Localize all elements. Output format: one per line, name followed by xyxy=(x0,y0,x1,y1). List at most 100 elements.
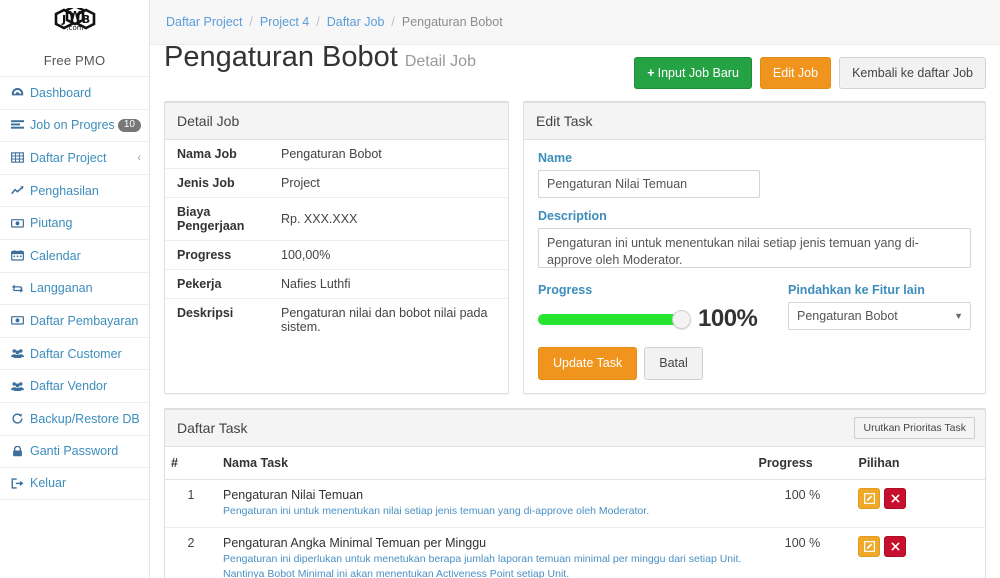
page-title-subtitle: Detail Job xyxy=(404,53,476,71)
move-field-label: Pindahkan ke Fitur lain xyxy=(788,283,925,297)
sidebar-item-piutang[interactable]: Piutang xyxy=(0,206,149,239)
sidebar-item-label: Daftar Customer xyxy=(30,346,122,361)
sidebar-item-label: Dashboard xyxy=(30,85,92,100)
sidebar-item-langganan[interactable]: Langganan xyxy=(0,271,149,305)
column-header-name: Nama Task xyxy=(217,447,753,480)
progress-percent-value: 100% xyxy=(698,305,758,332)
move-feature-select[interactable]: Pengaturan Bobot xyxy=(788,302,971,330)
money-icon xyxy=(10,314,25,327)
action-buttons xyxy=(858,488,979,509)
detail-job-table: Nama Job Pengaturan Bobot Jenis Job Proj… xyxy=(165,140,508,341)
task-actions xyxy=(852,478,985,528)
lock-icon xyxy=(10,445,25,458)
sidebar-item-penghasilan[interactable]: Penghasilan xyxy=(0,173,149,207)
breadcrumb-item-daftar-project[interactable]: Daftar Project xyxy=(166,15,243,29)
sidebar-item-ganti-password[interactable]: Ganti Password xyxy=(0,434,149,468)
sidebar-item-daftar-project[interactable]: Daftar Project ‹ xyxy=(0,141,149,174)
task-list-panel: Daftar Task Urutkan Prioritas Task # Nam… xyxy=(164,407,986,578)
input-job-baru-button[interactable]: + Input Job Baru xyxy=(634,56,752,89)
svg-text:J: J xyxy=(60,13,65,26)
task-description: Pengaturan ini diperlukan untuk menetuka… xyxy=(223,553,742,578)
sidebar-item-label: Keluar xyxy=(30,476,67,491)
progress-and-move-row: Progress 100% Pindahkan ke Fitur lain xyxy=(538,283,971,333)
detail-value: Nafies Luthfi xyxy=(281,277,351,291)
close-icon[interactable] xyxy=(884,488,907,509)
progress-slider-fill xyxy=(538,313,686,325)
breadcrumb-item-current: Pengaturan Bobot xyxy=(401,15,503,29)
detail-label: Jenis Job xyxy=(177,176,235,190)
job-count-badge: 10 xyxy=(117,118,141,133)
edit-task-form: Name Description Pengaturan ini untuk me… xyxy=(524,140,985,393)
jwb-logo: J W B .com xyxy=(0,6,149,50)
sidebar-item-label: Penghasilan xyxy=(30,183,99,198)
progress-slider-row: 100% xyxy=(538,305,788,333)
detail-label: Pekerja xyxy=(177,277,222,291)
back-to-job-list-button[interactable]: Kembali ke daftar Job xyxy=(839,56,986,89)
detail-job-panel: Detail Job Nama Job Pengaturan Bobot Jen… xyxy=(164,101,509,394)
update-task-button[interactable]: Update Task xyxy=(538,347,638,380)
sidebar-item-label: Calendar xyxy=(30,248,81,263)
breadcrumb-item-daftar-job[interactable]: Daftar Job xyxy=(326,15,385,29)
panels-row: Detail Job Nama Job Pengaturan Bobot Jen… xyxy=(150,92,1000,394)
breadcrumb: Daftar Project / Project 4 / Daftar Job … xyxy=(150,0,1000,45)
task-number: 2 xyxy=(165,527,217,578)
table-header-row: # Nama Task Progress Pilihan xyxy=(165,447,985,480)
sidebar-item-daftar-customer[interactable]: Daftar Customer xyxy=(0,336,149,370)
sidebar-item-keluar[interactable]: Keluar xyxy=(0,467,149,500)
edit-job-button[interactable]: Edit Job xyxy=(759,56,832,89)
move-column: Pindahkan ke Fitur lain Pengaturan Bobot… xyxy=(788,283,971,333)
edit-icon[interactable] xyxy=(858,488,881,509)
users-icon xyxy=(10,380,25,393)
header-actions: + Input Job Baru Edit Job Kembali ke daft… xyxy=(634,56,986,93)
sidebar-item-daftar-pembayaran[interactable]: Daftar Pembayaran xyxy=(0,304,149,337)
detail-value: Rp. XXX.XXX xyxy=(281,212,358,226)
task-name: Pengaturan Nilai Temuan xyxy=(223,488,364,502)
task-actions xyxy=(852,527,985,578)
task-table: # Nama Task Progress Pilihan 1 Pengatura… xyxy=(165,447,985,578)
detail-label: Nama Job xyxy=(177,147,237,161)
sidebar-item-dashboard[interactable]: Dashboard xyxy=(0,76,149,109)
description-field-label: Description xyxy=(538,209,607,223)
name-field-label: Name xyxy=(538,151,573,165)
edit-icon[interactable] xyxy=(858,536,881,558)
plus-icon: + xyxy=(647,65,655,80)
sidebar-item-job-on-progress[interactable]: Job on Progress 10 xyxy=(0,108,149,142)
sidebar-item-calendar[interactable]: Calendar xyxy=(0,238,149,272)
cancel-button[interactable]: Batal xyxy=(644,347,703,380)
refresh-icon xyxy=(10,282,25,295)
page-title-main: Pengaturan Bobot xyxy=(164,41,398,74)
table-row: Biaya Pengerjaan Rp. XXX.XXX xyxy=(165,197,508,241)
main-content: Daftar Project / Project 4 / Daftar Job … xyxy=(150,0,1000,578)
column-header-progress: Progress xyxy=(752,447,853,480)
progress-slider[interactable] xyxy=(538,309,691,329)
dashboard-icon xyxy=(10,86,25,99)
table-row: Progress 100,00% xyxy=(165,240,508,270)
detail-value: Pengaturan nilai dan bobot nilai pada si… xyxy=(281,306,488,334)
close-icon[interactable] xyxy=(884,536,907,558)
name-input[interactable] xyxy=(538,170,760,198)
task-name-cell: Pengaturan Nilai Temuan Pengaturan ini u… xyxy=(217,478,753,528)
table-row: 2 Pengaturan Angka Minimal Temuan per Mi… xyxy=(165,527,985,578)
sidebar-item-label: Langganan xyxy=(30,281,93,296)
breadcrumb-item-project-4[interactable]: Project 4 xyxy=(259,15,310,29)
task-name: Pengaturan Angka Minimal Temuan per Ming… xyxy=(223,536,487,551)
breadcrumb-separator: / xyxy=(391,15,395,29)
sidebar-item-backup-restore-db[interactable]: Backup/Restore DB xyxy=(0,401,149,435)
description-textarea[interactable]: Pengaturan ini untuk menentukan nilai se… xyxy=(538,228,971,268)
table-row: Jenis Job Project xyxy=(165,168,508,198)
jwb-logo-icon: J W B .com xyxy=(54,8,95,32)
task-table-body: 1 Pengaturan Nilai Temuan Pengaturan ini… xyxy=(165,478,985,578)
task-name-cell: Pengaturan Angka Minimal Temuan per Ming… xyxy=(217,527,753,578)
sidebar-item-label: Daftar Vendor xyxy=(30,379,108,394)
detail-value: Pengaturan Bobot xyxy=(281,147,382,161)
sidebar-item-daftar-vendor[interactable]: Daftar Vendor xyxy=(0,369,149,402)
progress-slider-handle[interactable] xyxy=(672,309,691,329)
money-icon xyxy=(10,217,25,230)
calendar-icon xyxy=(10,249,25,262)
edit-task-buttons: Update Task Batal xyxy=(538,347,971,380)
progress-column: Progress 100% xyxy=(538,283,788,333)
action-buttons xyxy=(858,536,979,558)
table-row: Deskripsi Pengaturan nilai dan bobot nil… xyxy=(165,298,508,342)
sort-priority-button-top[interactable]: Urutkan Prioritas Task xyxy=(854,416,975,439)
